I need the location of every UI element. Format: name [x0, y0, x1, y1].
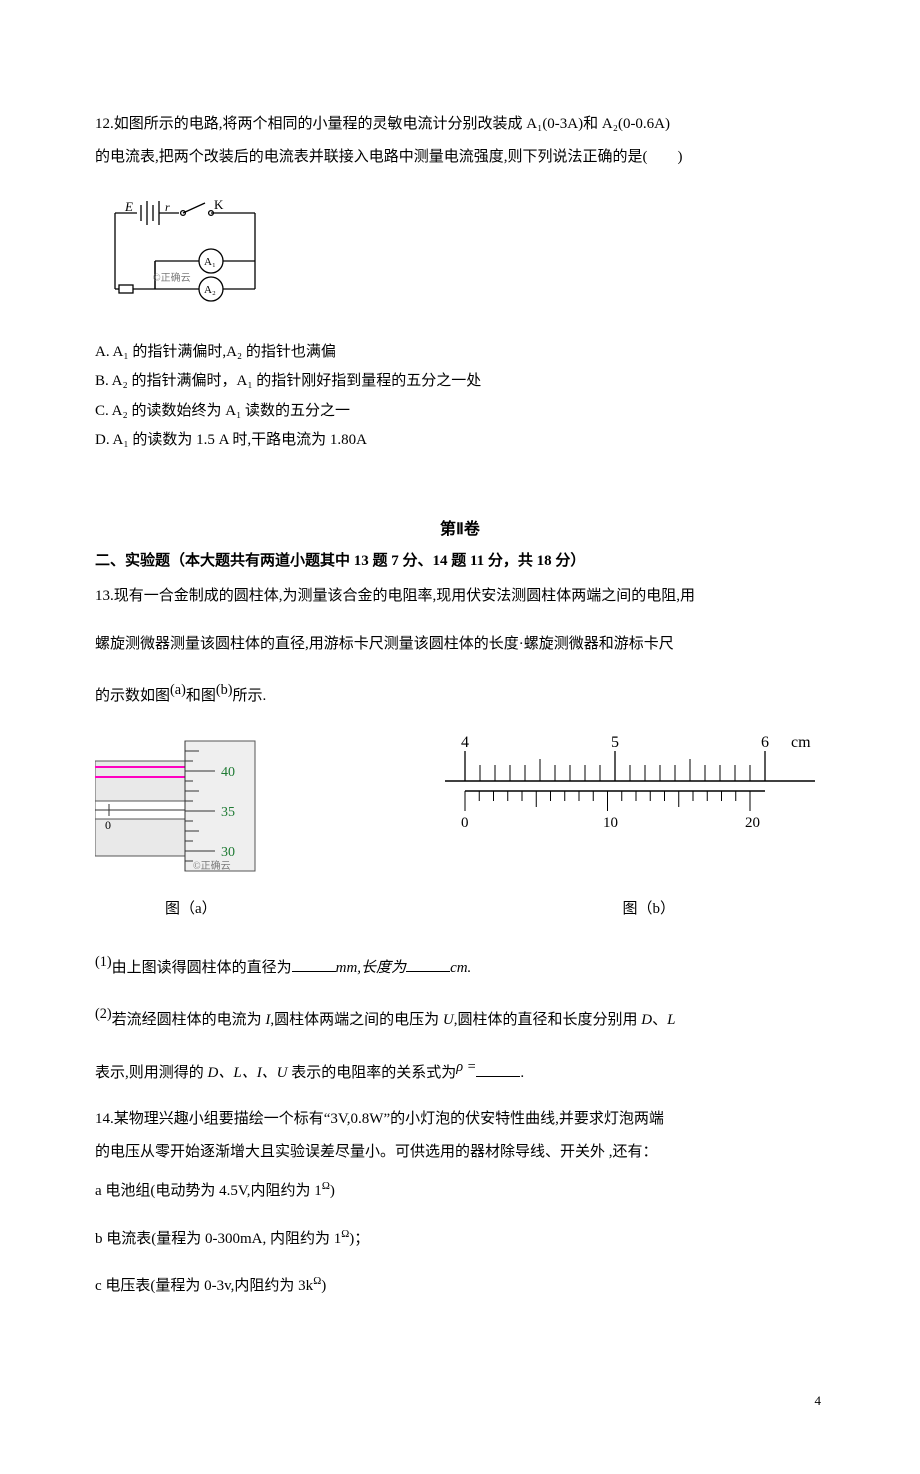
q14-item-b: b 电流表(量程为 0-300mA, 内阻约为 1Ω)； — [95, 1218, 825, 1262]
q14-b-post: )； — [349, 1231, 369, 1247]
figb-top-4: 4 — [461, 734, 469, 751]
q13-b-sup: (b) — [216, 682, 233, 698]
q13-sub1-pre: 由上图读得圆柱体的直径为 — [112, 960, 292, 976]
q13-sub1: (1)由上图读得圆柱体的直径为mm,长度为cm. — [95, 942, 825, 991]
figa-thimble-30: 30 — [221, 845, 235, 860]
q12-option-b: B. A₂ 的指针满偏时，A₁ 的指针刚好指到量程的五分之一处 — [95, 367, 825, 396]
q13-sub2-l2-mid: 表示的电阻率的关系式为 — [288, 1065, 457, 1081]
q14-item-a: a 电池组(电动势为 4.5V,内阻约为 1Ω) — [95, 1170, 825, 1214]
page-number: 4 — [95, 1389, 825, 1414]
figa-watermark: ©正确云 — [193, 859, 231, 872]
q13-sub2-l2-post: . — [520, 1065, 524, 1081]
q13-line3-pre: 的示数如图 — [95, 688, 170, 704]
figa-thimble-40: 40 — [221, 765, 235, 780]
q12-option-d: D. A₁ 的读数为 1.5 A 时,干路电流为 1.80A — [95, 426, 825, 455]
figb-caption: 图（b） — [622, 895, 675, 924]
q14-c-ohm: Ω — [313, 1275, 321, 1287]
figb-bot-10: 10 — [603, 815, 618, 831]
q13-figure-b: 4 5 6 cm 0 10 20 — [435, 731, 825, 862]
q13-sub2-line2: 表示,则用测得的 D、L、I、U 表示的电阻率的关系式为ρ =. — [95, 1047, 825, 1096]
q12-option-a: A. A₁ 的指针满偏时,A₂ 的指针也满偏 — [95, 338, 825, 367]
figb-bot-0: 0 — [461, 815, 469, 831]
blank-diameter[interactable] — [292, 956, 336, 972]
q14-a-post: ) — [330, 1183, 335, 1199]
q14-a-ohm: Ω — [322, 1180, 330, 1192]
figa-mainscale-0: 0 — [105, 818, 111, 832]
q13-sub2-D: D — [641, 1012, 652, 1028]
q14-item-c: c 电压表(量程为 0-3v,内阻约为 3kΩ) — [95, 1265, 825, 1309]
q14-c-pre: c 电压表(量程为 0-3v,内阻约为 3k — [95, 1278, 313, 1294]
q13-sub2-sep: 、 — [652, 1012, 667, 1028]
q13-line3-mid: 和图 — [186, 688, 216, 704]
section2-title: 第Ⅱ卷 — [95, 515, 825, 545]
q13-sub1-mid: mm,长度为 — [336, 960, 406, 976]
figa-caption: 图（a） — [165, 895, 217, 924]
q13-line3-post: 所示. — [232, 688, 266, 704]
circuit-K-label: K — [214, 197, 224, 212]
q12-stem-line2: 的电流表,把两个改装后的电流表并联接入电路中测量电流强度,则下列说法正确的是( … — [95, 143, 825, 172]
figb-top-6: 6 — [761, 734, 769, 751]
q14-a-pre: a 电池组(电动势为 4.5V,内阻约为 1 — [95, 1183, 322, 1199]
q13-line2: 螺旋测微器测量该圆柱体的直径,用游标卡尺测量该圆柱体的长度·螺旋测微器和游标卡尺 — [95, 623, 825, 667]
q12-stem-line1: 12.如图所示的电路,将两个相同的小量程的灵敏电流计分别改装成 A₁(0-3A)… — [95, 110, 825, 139]
circuit-r-label: r — [165, 200, 170, 214]
figa-thimble-35: 35 — [221, 805, 235, 820]
q13-sub2-m1: ,圆柱体两端之间的电压为 — [270, 1012, 443, 1028]
section2-heading: 二、实验题（本大题共有两道小题其中 13 题 7 分、14 题 11 分，共 1… — [95, 547, 825, 576]
circuit-A1-label: A₁ — [204, 256, 216, 268]
blank-length[interactable] — [406, 956, 450, 972]
q13-sub2-L: L — [667, 1012, 675, 1028]
q13-line1: 13.现有一合金制成的圆柱体,为测量该合金的电阻率,现用伏安法测圆柱体两端之间的… — [95, 575, 825, 619]
q14-line1: 14.某物理兴趣小组要描绘一个标有“3V,0.8W”的小灯泡的伏安特性曲线,并要… — [95, 1105, 825, 1134]
q12-circuit-figure: E r K A₁ A₂ ©正确云 — [95, 191, 825, 322]
q13-sub1-post: cm. — [450, 960, 471, 976]
q13-sub2-pre: 若流经圆柱体的电流为 — [112, 1012, 266, 1028]
q12-options: A. A₁ 的指针满偏时,A₂ 的指针也满偏 B. A₂ 的指针满偏时，A₁ 的… — [95, 338, 825, 455]
circuit-A2-label: A₂ — [204, 284, 216, 296]
q14-c-post: ) — [321, 1278, 326, 1294]
q13-sub2-l2-pre: 表示,则用测得的 — [95, 1065, 208, 1081]
q13-sub2-m2: ,圆柱体的直径和长度分别用 — [454, 1012, 642, 1028]
figb-top-5: 5 — [611, 734, 619, 751]
figb-top-cm: cm — [791, 734, 811, 751]
q13-sub2-line1: (2)若流经圆柱体的电流为 I,圆柱体两端之间的电压为 U,圆柱体的直径和长度分… — [95, 994, 825, 1043]
figb-bot-20: 20 — [745, 815, 760, 831]
q13-figure-a: 0 — [95, 731, 320, 892]
q13-sub2-rho: ρ = — [456, 1059, 476, 1075]
q13-sub2-l2-list: D、L、I、U — [208, 1065, 288, 1081]
q13-a-sup: (a) — [170, 682, 186, 698]
q13-sub2-U: U — [443, 1012, 454, 1028]
q13-line3: 的示数如图(a)和图(b)所示. — [95, 670, 825, 719]
q14-line2: 的电压从零开始逐渐增大且实验误差尽量小。可供选用的器材除导线、开关外 ,还有： — [95, 1138, 825, 1167]
q14-b-pre: b 电流表(量程为 0-300mA, 内阻约为 1 — [95, 1231, 341, 1247]
blank-rho[interactable] — [476, 1061, 520, 1077]
q12-option-c: C. A₂ 的读数始终为 A₁ 读数的五分之一 — [95, 397, 825, 426]
circuit-E-label: E — [124, 199, 133, 214]
watermark-label: ©正确云 — [153, 271, 191, 284]
